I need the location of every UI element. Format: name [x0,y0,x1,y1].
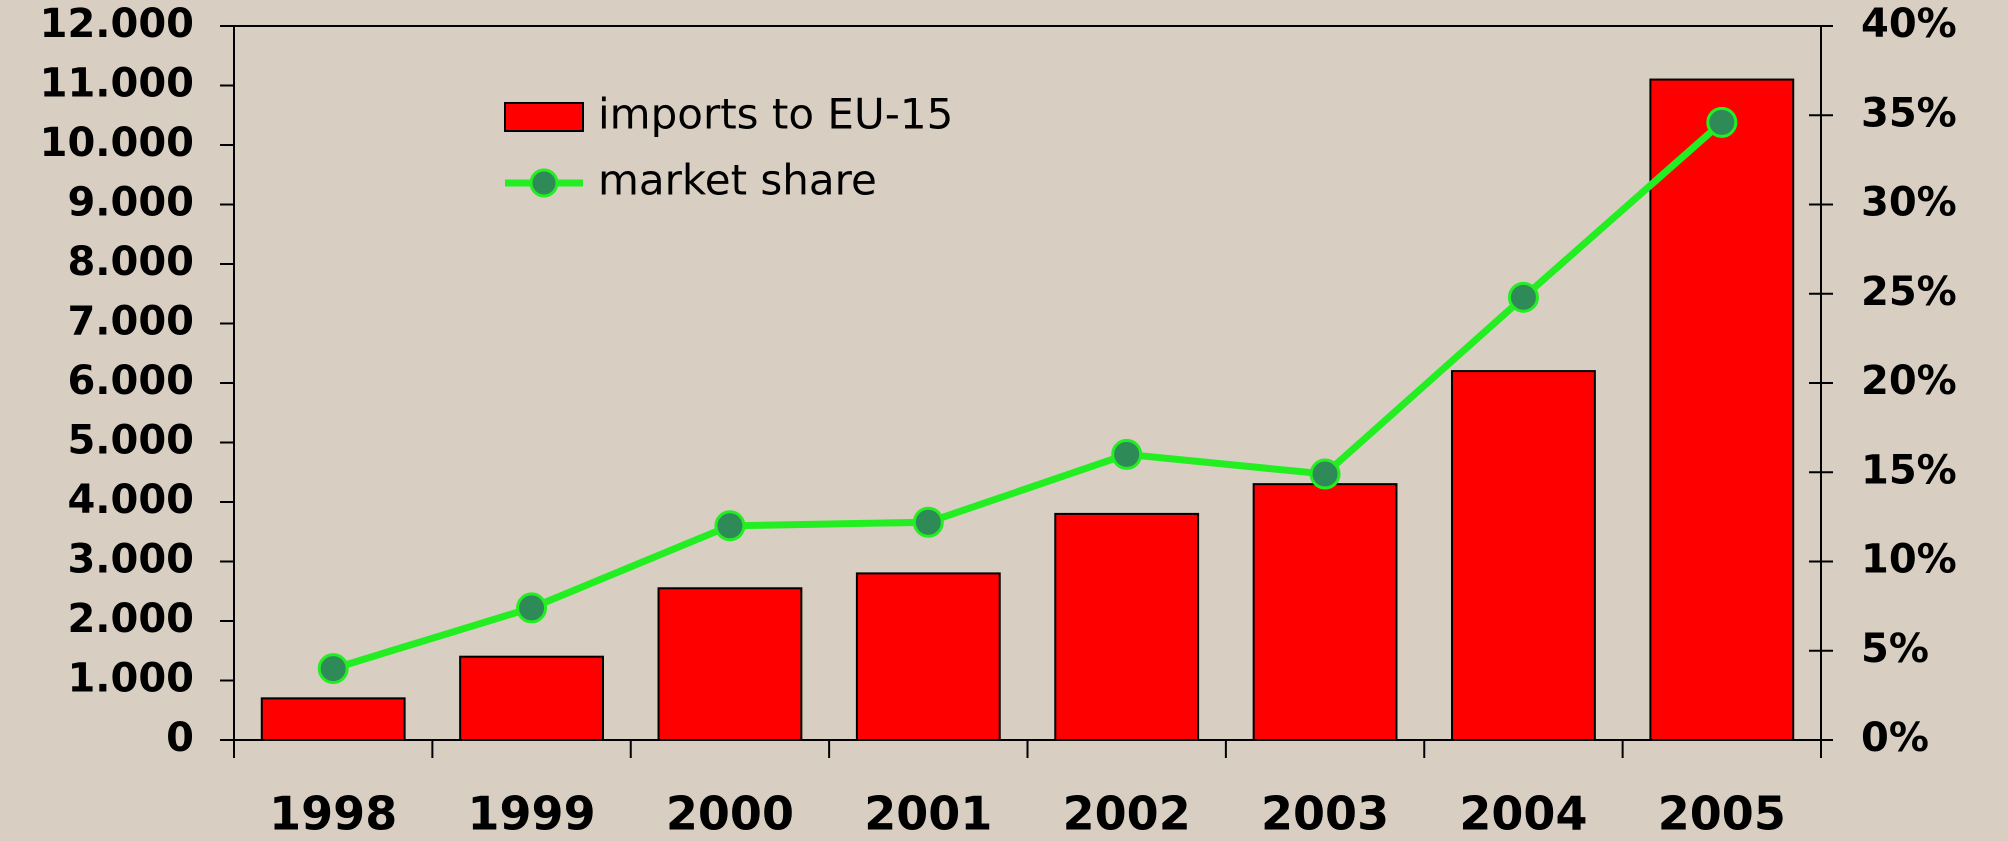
y2-tick-label: 25% [1861,269,1957,315]
x-tick-label: 2001 [864,787,992,841]
y2-tick-label: 5% [1861,626,1929,672]
legend-label: market share [598,156,877,205]
marker [516,592,548,624]
marker [317,653,349,685]
y-tick-label: 3.000 [67,537,194,583]
bar [1649,78,1795,742]
bar [1252,483,1398,741]
y2-tick-label: 0% [1861,715,1929,761]
x-tick-label: 2002 [1063,787,1191,841]
marker [1309,458,1341,490]
y-tick-label: 8.000 [67,239,194,285]
x-tick-label: 1999 [468,787,596,841]
x-tick-label: 2000 [666,787,794,841]
legend-swatch [504,102,584,132]
marker [714,510,746,542]
y-tick-label: 7.000 [67,299,194,345]
bar [459,655,604,742]
legend-label: imports to EU-15 [598,90,953,139]
y-tick-label: 11.000 [40,61,194,107]
y2-tick-label: 30% [1861,180,1957,226]
marker [912,506,944,538]
x-tick-label: 2005 [1658,787,1786,841]
y-tick-label: 12.000 [40,1,194,47]
x-tick-label: 2003 [1261,787,1389,841]
y2-tick-label: 10% [1861,537,1957,583]
y-tick-label: 5.000 [67,418,194,464]
marker [1111,438,1143,470]
bar [1451,370,1596,741]
y-tick-label: 6.000 [67,358,194,404]
y-tick-label: 9.000 [67,180,194,226]
y2-tick-label: 15% [1861,447,1957,493]
y-tick-label: 0 [166,715,194,761]
bar [657,587,803,742]
y-tick-label: 4.000 [67,477,194,523]
marker [1507,281,1539,313]
legend-marker [529,168,559,198]
bar [855,572,1001,742]
marker [1706,106,1738,138]
bar [1054,512,1200,742]
y-tick-label: 10.000 [40,120,194,166]
y2-tick-label: 40% [1861,1,1957,47]
y2-tick-label: 35% [1861,90,1957,136]
x-tick-label: 1998 [269,787,397,841]
bar [260,697,406,741]
y2-tick-label: 20% [1861,358,1957,404]
y-tick-label: 2.000 [67,596,194,642]
x-tick-label: 2004 [1459,787,1587,841]
line [332,119,1725,672]
y-tick-label: 1.000 [67,656,194,702]
